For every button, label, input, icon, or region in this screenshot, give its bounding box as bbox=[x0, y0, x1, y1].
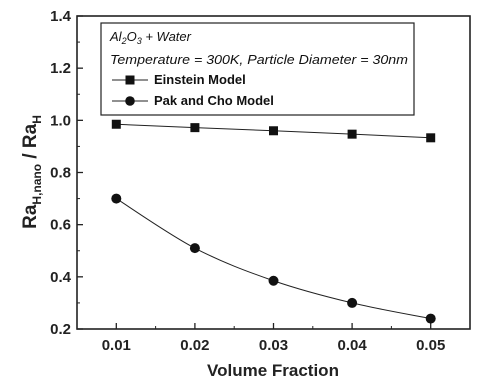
legend-header-line1: Al2O3 + Water bbox=[109, 29, 192, 46]
x-tick-label: 0.05 bbox=[416, 337, 445, 354]
y-axis-label: RaH,nano / RaH bbox=[20, 115, 44, 229]
legend-marker-einstein bbox=[125, 75, 135, 85]
y-tick-label: 0.2 bbox=[50, 321, 71, 338]
y-tick-label: 0.4 bbox=[50, 269, 72, 286]
data-point-pak-and-cho-model bbox=[425, 313, 436, 324]
legend: Al2O3 + Water Temperature = 300K, Partic… bbox=[100, 22, 415, 116]
x-axis-label: Volume Fraction bbox=[207, 361, 339, 380]
legend-box bbox=[100, 22, 415, 116]
y-tick-label: 1.4 bbox=[50, 8, 72, 25]
series-layer bbox=[111, 119, 436, 324]
data-point-einstein-model bbox=[269, 126, 278, 136]
data-point-pak-and-cho-model bbox=[111, 193, 122, 204]
y-tick-label: 1.2 bbox=[50, 60, 71, 77]
y-axis: 0.2 0.4 0.6 0.8 1.0 1.2 1.4 bbox=[50, 8, 83, 338]
y-tick-label: 0.6 bbox=[50, 217, 71, 234]
x-tick-label: 0.03 bbox=[259, 337, 288, 354]
data-point-einstein-model bbox=[190, 123, 200, 133]
legend-label-pakcho: Pak and Cho Model bbox=[154, 93, 274, 108]
legend-marker-pakcho bbox=[125, 96, 135, 106]
y-tick-label: 0.8 bbox=[50, 165, 71, 182]
x-tick-label: 0.01 bbox=[102, 337, 131, 354]
data-point-einstein-model bbox=[347, 129, 357, 139]
y-tick-label: 1.0 bbox=[50, 112, 71, 129]
series-line-pak-and-cho-model bbox=[116, 198, 431, 320]
x-tick-label: 0.02 bbox=[180, 337, 209, 354]
legend-header-line2: Temperature = 300K, Particle Diameter = … bbox=[110, 52, 408, 67]
data-point-einstein-model bbox=[426, 133, 436, 143]
legend-label-einstein: Einstein Model bbox=[154, 72, 246, 87]
x-tick-label: 0.04 bbox=[337, 337, 367, 354]
data-point-einstein-model bbox=[111, 119, 121, 129]
data-point-pak-and-cho-model bbox=[268, 275, 279, 286]
x-axis: 0.01 0.02 0.03 0.04 0.05 bbox=[102, 323, 445, 354]
data-point-pak-and-cho-model bbox=[189, 243, 200, 254]
data-point-pak-and-cho-model bbox=[347, 297, 358, 308]
